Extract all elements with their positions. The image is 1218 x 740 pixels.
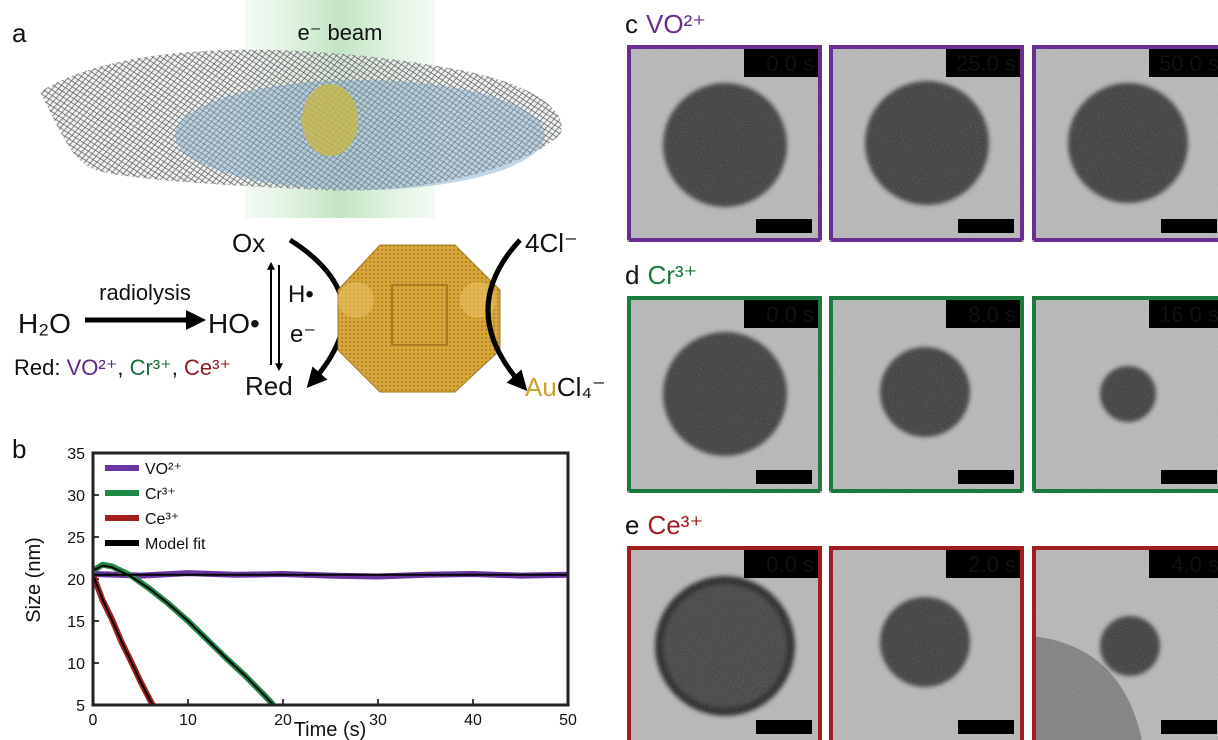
tem-frame: 2.0 s — [829, 546, 1024, 740]
panel-label: d — [625, 260, 639, 290]
nanoparticle — [302, 84, 358, 156]
time-label: 50.0 s — [1159, 51, 1218, 76]
time-label: 2.0 s — [968, 552, 1016, 577]
panel-header: e Ce³⁺ — [625, 510, 703, 540]
curved-arrow — [290, 240, 344, 382]
tem-frame: 25.0 s — [829, 45, 1024, 242]
panel-label: e — [625, 510, 639, 540]
tem-frame: 4.0 s — [1032, 546, 1218, 740]
tem-frame: 50.0 s — [1032, 45, 1218, 242]
tem-frame: 0.0 s — [627, 45, 822, 242]
x-tick-label: 20 — [274, 712, 292, 729]
time-label: 0.0 s — [766, 302, 814, 327]
tem-frame: 0.0 s — [627, 546, 822, 740]
liquid-pocket — [175, 80, 545, 190]
ion-label: Cr³⁺ — [647, 260, 697, 290]
beam-label: e⁻ beam — [298, 20, 383, 45]
legend-label: VO²⁺ — [145, 461, 182, 478]
water: H₂O — [18, 308, 71, 339]
separator: , — [117, 355, 129, 380]
facet — [338, 282, 374, 318]
series-line — [93, 566, 568, 705]
panel-label: a — [12, 18, 27, 48]
ion-label: Ce³⁺ — [647, 510, 703, 540]
electron: e⁻ — [290, 321, 316, 348]
y-tick-label: 5 — [76, 698, 85, 715]
scale-bar — [958, 219, 1014, 233]
time-label: 16.0 s — [1159, 302, 1218, 327]
x-tick-label: 40 — [464, 712, 482, 729]
reductant: VO²⁺ — [67, 355, 118, 380]
y-tick-label: 35 — [67, 446, 85, 463]
series-line — [93, 575, 153, 705]
radiolysis-label: radiolysis — [99, 280, 191, 305]
reductant: Ce³⁺ — [184, 355, 231, 380]
y-tick-label: 10 — [67, 656, 85, 673]
figure: a e⁻ beam radiolysis H₂O HO• Red: VO²⁺, … — [0, 0, 1218, 740]
panel-header: c VO²⁺ — [625, 9, 706, 39]
gold: Au — [525, 372, 557, 402]
panel-header: d Cr³⁺ — [625, 260, 697, 290]
panel-label: c — [625, 9, 638, 39]
separator: , — [172, 355, 184, 380]
panel-label: b — [12, 434, 26, 464]
gold-particle — [338, 245, 500, 392]
plot: 5 10 15 20 25 30 35 0 10 20 30 40 50 VO²⁺ Cr³⁺ Ce³⁺ Mode… — [67, 446, 577, 729]
y-tick-label: 20 — [67, 572, 85, 589]
scale-bar — [1161, 219, 1217, 233]
time-label: 4.0 s — [1171, 552, 1218, 577]
scale-bar — [1161, 720, 1217, 734]
reductant: Cr³⁺ — [130, 355, 172, 380]
tem-frame: 0.0 s — [627, 296, 822, 493]
x-tick-label: 50 — [559, 712, 577, 729]
chloride: 4Cl⁻ — [525, 228, 578, 258]
radical: HO• — [208, 308, 260, 339]
time-label: 8.0 s — [968, 302, 1016, 327]
gold-complex: AuCl₄⁻ — [525, 372, 606, 402]
x-tick-label: 0 — [89, 712, 98, 729]
legend-label: Ce³⁺ — [145, 511, 179, 528]
scale-bar — [756, 219, 812, 233]
scale-bar — [958, 470, 1014, 484]
reductants: Red: VO²⁺, Cr³⁺, Ce³⁺ — [14, 355, 231, 380]
ion-label: VO²⁺ — [646, 9, 706, 39]
time-label: 0.0 s — [766, 51, 814, 76]
scale-bar — [756, 720, 812, 734]
scale-bar — [1161, 470, 1217, 484]
ox: Ox — [232, 228, 265, 258]
time-label: 0.0 s — [766, 552, 814, 577]
tem-panels: c VO²⁺ 0.0 s 25.0 s 50.0 s d Cr³⁺ 0.0 s 8.0 s 16.… — [625, 9, 1218, 740]
y-axis-label: Size (nm) — [23, 537, 45, 623]
x-tick-label: 30 — [369, 712, 387, 729]
tem-frame: 16.0 s — [1032, 296, 1218, 493]
scale-bar — [958, 720, 1014, 734]
page: a e⁻ beam radiolysis H₂O HO• Red: VO²⁺, … — [0, 0, 1218, 740]
time-label: 25.0 s — [956, 51, 1016, 76]
legend-label: Cr³⁺ — [145, 486, 176, 503]
y-tick-label: 30 — [67, 488, 85, 505]
complex: Cl₄⁻ — [557, 372, 606, 402]
h-radical: H• — [288, 281, 314, 308]
x-tick-label: 10 — [179, 712, 197, 729]
tem-frame: 8.0 s — [829, 296, 1024, 493]
x-axis-label: Time (s) — [294, 719, 367, 740]
y-tick-label: 25 — [67, 530, 85, 547]
scale-bar — [756, 470, 812, 484]
y-tick-label: 15 — [67, 614, 85, 631]
legend-label: Model fit — [145, 536, 206, 553]
red: Red — [245, 371, 293, 401]
arrowhead — [186, 310, 206, 330]
reductants-prefix: Red: — [14, 355, 67, 380]
